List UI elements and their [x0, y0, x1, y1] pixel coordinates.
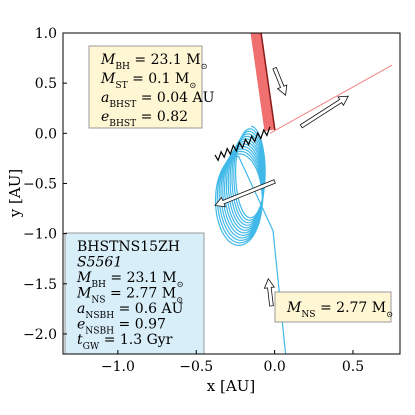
y-tick-label: 0.0 — [35, 126, 57, 142]
y-tick-label: −1.5 — [23, 277, 57, 293]
axes-layer: −1.0 −0.5 0.0 0.5 1.0 0.5 0.0 −0.5 −1.0 −1.5 −2.0 — [23, 26, 364, 375]
y-axis-label: y [AU] — [6, 169, 24, 218]
x-tick-label: 0.0 — [263, 359, 285, 375]
annotation-seed: S5561 — [77, 255, 122, 271]
annotation-line: MNS = 2.77 M⊙ — [76, 286, 183, 306]
annotation-line: MBH = 23.1 M⊙ — [100, 52, 208, 72]
black-hole-trajectory-thin — [269, 64, 393, 134]
annotation-line: tGW = 1.3 Gyr — [77, 332, 173, 352]
black-hole-trajectory-edge — [260, 33, 276, 131]
direction-arrow — [214, 179, 276, 208]
y-tick-label: −1.0 — [23, 227, 57, 243]
direction-arrow — [272, 66, 288, 96]
x-tick-label: −1.0 — [101, 359, 135, 375]
annotation-bh-star-box: MBH = 23.1 M⊙MST = 0.1 M⊙aBHST = 0.04 AU… — [88, 45, 215, 129]
star-trajectory — [214, 126, 271, 162]
x-tick-label: −0.5 — [179, 359, 213, 375]
y-tick-label: −2.0 — [23, 327, 57, 343]
series-layer — [214, 33, 393, 354]
plot-frame — [62, 32, 401, 355]
y-tick-label: −0.5 — [23, 176, 57, 192]
annotation-line: eBHST = 0.82 — [101, 109, 188, 129]
annotation-box — [64, 232, 205, 355]
y-tick-label: 1.0 — [35, 26, 57, 42]
annotation-line: MNS = 2.77 M⊙ — [286, 300, 393, 320]
annotation-layer: MBH = 23.1 M⊙MST = 0.1 M⊙aBHST = 0.04 AU… — [64, 45, 393, 355]
annotation-line: MST = 0.1 M⊙ — [100, 71, 196, 91]
x-tick-label: 0.5 — [342, 359, 364, 375]
direction-arrow — [263, 277, 276, 307]
annotation-box — [88, 45, 203, 129]
y-tick-label: 0.5 — [35, 76, 57, 92]
annotation-box — [274, 291, 392, 323]
annotation-line: aBHST = 0.04 AU — [101, 90, 215, 110]
annotation-ns-box: MNS = 2.77 M⊙ — [274, 291, 393, 323]
black-hole-trajectory-thick — [250, 33, 276, 132]
annotation-line: MBH = 23.1 M⊙ — [76, 270, 184, 290]
annotation-line: aNSBH = 0.6 AU — [77, 301, 184, 321]
x-axis-label: x [AU] — [207, 377, 255, 395]
direction-arrow — [299, 95, 349, 129]
annotation-header: BHSTNS15ZH — [77, 239, 180, 255]
annotation-line: eNSBH = 0.97 — [77, 317, 166, 337]
